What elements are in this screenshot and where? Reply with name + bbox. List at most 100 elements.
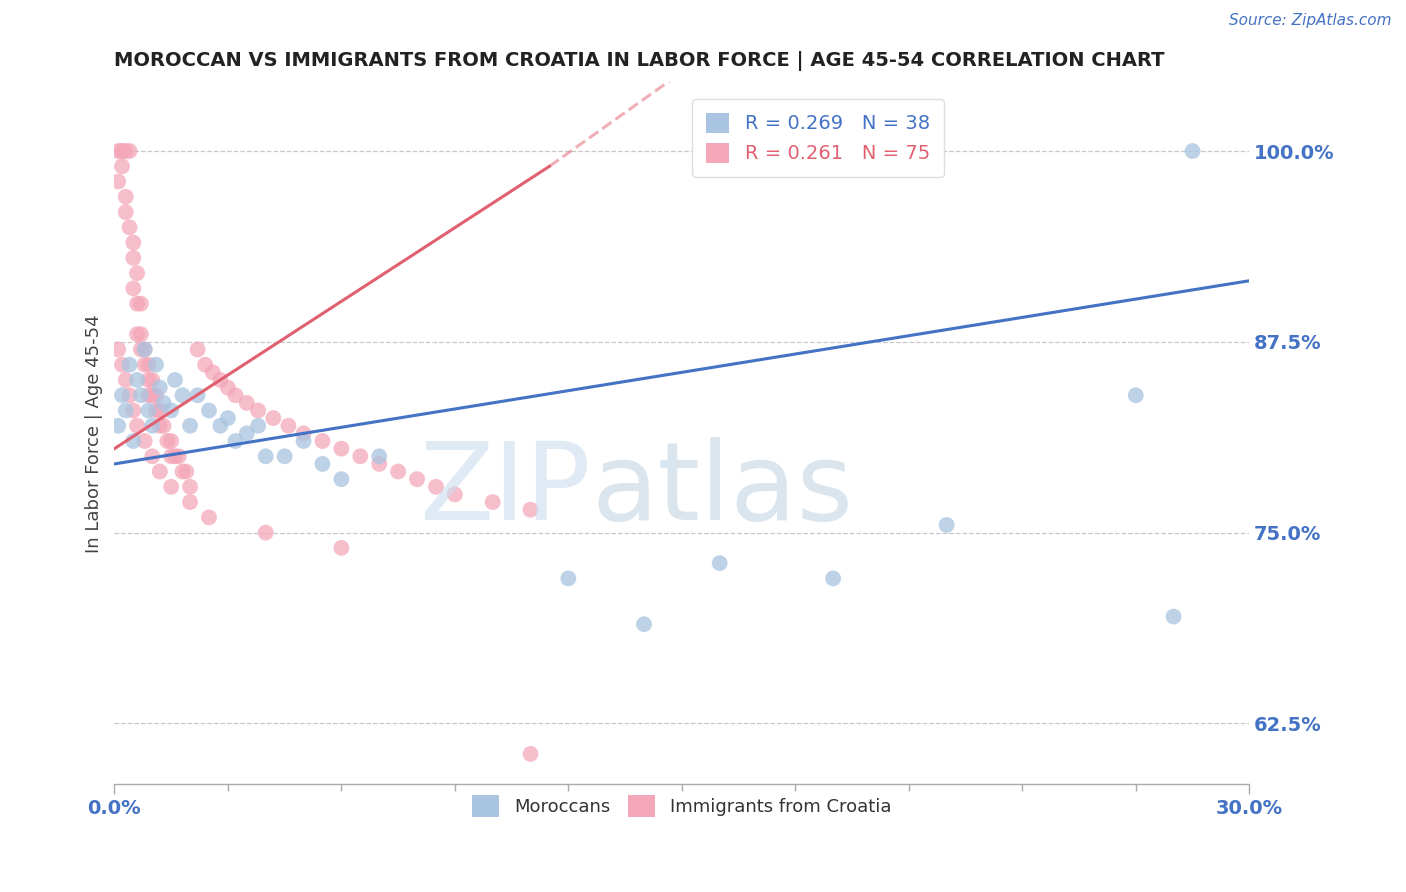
Point bbox=[1163, 609, 1185, 624]
Point bbox=[160, 480, 183, 494]
Point bbox=[138, 388, 160, 402]
Point bbox=[172, 388, 194, 402]
Point bbox=[224, 434, 246, 448]
Point bbox=[179, 480, 201, 494]
Point bbox=[179, 418, 201, 433]
Point bbox=[114, 373, 136, 387]
Point bbox=[172, 465, 194, 479]
Point bbox=[107, 343, 129, 357]
Point bbox=[149, 465, 172, 479]
Point bbox=[481, 495, 503, 509]
Point bbox=[118, 220, 141, 235]
Point bbox=[118, 388, 141, 402]
Point bbox=[122, 403, 145, 417]
Point bbox=[194, 358, 217, 372]
Point bbox=[127, 327, 149, 342]
Point bbox=[254, 450, 277, 464]
Point bbox=[122, 235, 145, 250]
Point bbox=[1181, 144, 1204, 158]
Point bbox=[198, 403, 221, 417]
Text: MOROCCAN VS IMMIGRANTS FROM CROATIA IN LABOR FORCE | AGE 45-54 CORRELATION CHART: MOROCCAN VS IMMIGRANTS FROM CROATIA IN L… bbox=[114, 51, 1166, 70]
Text: atlas: atlas bbox=[591, 436, 853, 542]
Point bbox=[709, 556, 731, 570]
Point bbox=[519, 747, 541, 761]
Point bbox=[160, 450, 183, 464]
Point bbox=[111, 144, 134, 158]
Point bbox=[141, 450, 163, 464]
Point bbox=[134, 434, 156, 448]
Point bbox=[118, 358, 141, 372]
Point bbox=[187, 388, 209, 402]
Point bbox=[134, 343, 156, 357]
Point bbox=[406, 472, 429, 486]
Point bbox=[111, 358, 134, 372]
Point bbox=[118, 144, 141, 158]
Point bbox=[262, 411, 284, 425]
Point bbox=[217, 411, 239, 425]
Point bbox=[127, 266, 149, 280]
Point bbox=[127, 418, 149, 433]
Point bbox=[107, 175, 129, 189]
Point bbox=[122, 251, 145, 265]
Point bbox=[111, 144, 134, 158]
Point bbox=[387, 465, 409, 479]
Point bbox=[114, 205, 136, 219]
Point bbox=[1125, 388, 1147, 402]
Point bbox=[557, 571, 579, 585]
Point bbox=[174, 465, 197, 479]
Point bbox=[129, 343, 152, 357]
Point bbox=[111, 388, 134, 402]
Point bbox=[217, 381, 239, 395]
Text: Source: ZipAtlas.com: Source: ZipAtlas.com bbox=[1229, 13, 1392, 29]
Point bbox=[201, 365, 224, 379]
Point bbox=[145, 388, 167, 402]
Point bbox=[134, 343, 156, 357]
Point bbox=[149, 403, 172, 417]
Point bbox=[114, 144, 136, 158]
Point bbox=[167, 450, 190, 464]
Point bbox=[330, 472, 353, 486]
Point bbox=[160, 434, 183, 448]
Point bbox=[247, 418, 270, 433]
Point bbox=[311, 457, 333, 471]
Point bbox=[254, 525, 277, 540]
Point bbox=[349, 450, 371, 464]
Point bbox=[163, 450, 186, 464]
Point bbox=[277, 418, 299, 433]
Point bbox=[273, 450, 295, 464]
Point bbox=[292, 426, 315, 441]
Point bbox=[138, 373, 160, 387]
Point bbox=[519, 502, 541, 516]
Point bbox=[149, 381, 172, 395]
Point bbox=[122, 281, 145, 295]
Point bbox=[107, 418, 129, 433]
Point bbox=[129, 296, 152, 310]
Point bbox=[236, 426, 259, 441]
Point bbox=[247, 403, 270, 417]
Point bbox=[111, 159, 134, 173]
Point bbox=[935, 518, 957, 533]
Point bbox=[292, 434, 315, 448]
Point bbox=[330, 541, 353, 555]
Point bbox=[107, 144, 129, 158]
Point bbox=[145, 403, 167, 417]
Point bbox=[444, 487, 467, 501]
Point bbox=[198, 510, 221, 524]
Point bbox=[224, 388, 246, 402]
Point bbox=[152, 418, 174, 433]
Point bbox=[145, 358, 167, 372]
Point bbox=[160, 403, 183, 417]
Point bbox=[823, 571, 845, 585]
Point bbox=[330, 442, 353, 456]
Point bbox=[152, 396, 174, 410]
Point bbox=[209, 373, 232, 387]
Point bbox=[209, 418, 232, 433]
Point bbox=[633, 617, 655, 632]
Point bbox=[368, 457, 391, 471]
Point bbox=[127, 296, 149, 310]
Point bbox=[122, 434, 145, 448]
Point bbox=[138, 403, 160, 417]
Point bbox=[156, 434, 179, 448]
Point bbox=[114, 190, 136, 204]
Point bbox=[236, 396, 259, 410]
